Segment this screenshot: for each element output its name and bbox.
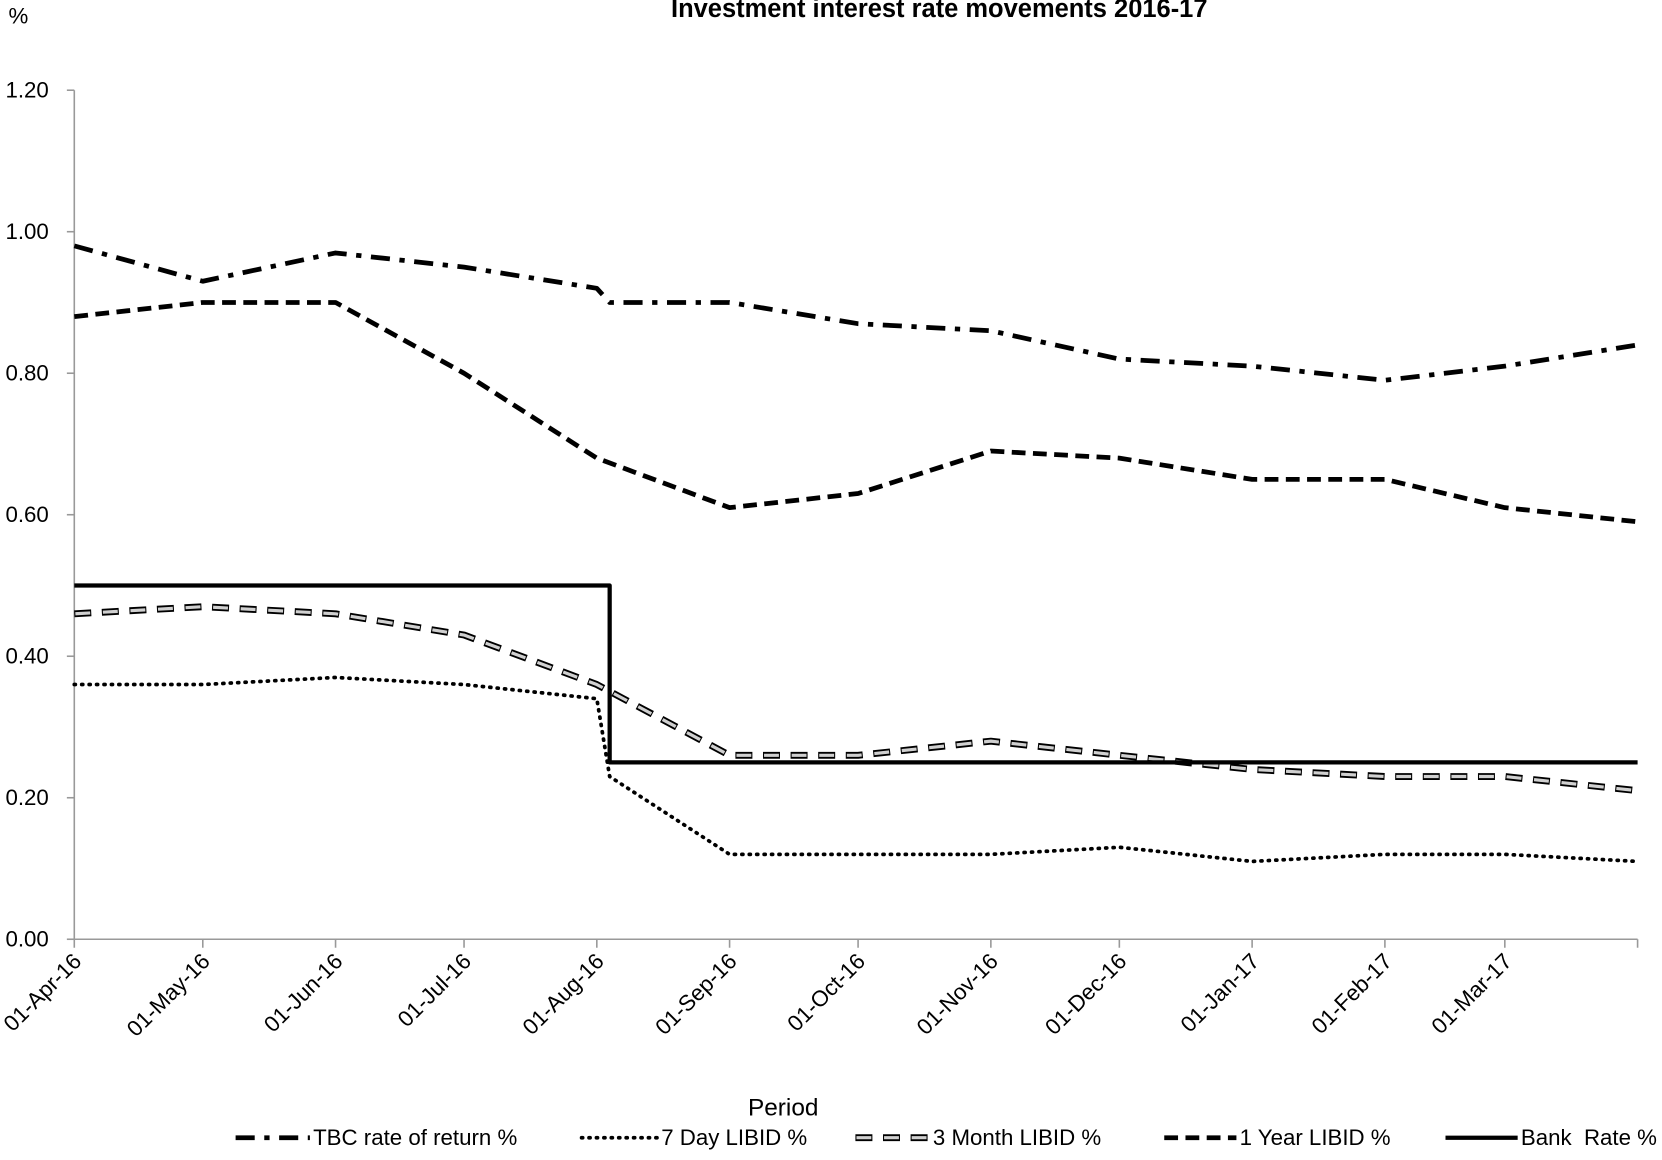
legend-label: 3 Month LIBID %: [933, 1125, 1101, 1150]
legend-label: Bank Rate %: [1521, 1125, 1657, 1150]
x-tick-label: 01-Feb-17: [1307, 948, 1397, 1038]
x-tick-label: 01-Jul-16: [393, 948, 476, 1031]
series-line: [74, 605, 1638, 793]
legend-label: TBC rate of return %: [313, 1125, 517, 1150]
x-axis-title: Period: [748, 1094, 819, 1121]
series-line: [73, 243, 1638, 383]
y-tick-label: 1.00: [5, 219, 48, 244]
series-line: [74, 583, 1638, 765]
x-tick-label: 01-Mar-17: [1427, 948, 1517, 1038]
y-tick-label: 1.20: [5, 78, 48, 103]
y-tick-label: 0.80: [5, 361, 48, 386]
x-tick-label: 01-Sep-16: [650, 948, 741, 1039]
x-tick-label: 01-Jan-17: [1176, 948, 1265, 1037]
x-tick-label: 01-May-16: [122, 948, 215, 1041]
legend-label: 7 Day LIBID %: [661, 1125, 807, 1150]
y-tick-label: 0.20: [5, 785, 48, 810]
x-tick-label: 01-Jun-16: [259, 948, 348, 1037]
x-tick-label: 01-Nov-16: [912, 948, 1003, 1039]
x-tick-label: 01-Dec-16: [1040, 948, 1131, 1039]
y-tick-label: 0.60: [5, 502, 48, 527]
y-tick-label: 0.00: [5, 927, 48, 952]
x-tick-label: 01-Apr-16: [0, 948, 86, 1036]
series-line: [72, 675, 1640, 864]
legend-label: 1 Year LIBID %: [1240, 1125, 1391, 1150]
y-axis-title: %: [8, 3, 28, 28]
y-tick-label: 0.40: [5, 644, 48, 669]
series-line: [74, 300, 1638, 525]
chart-title: Investment interest rate movements 2016-…: [671, 0, 1208, 23]
x-tick-label: 01-Aug-16: [518, 948, 609, 1039]
x-tick-label: 01-Oct-16: [782, 948, 870, 1036]
